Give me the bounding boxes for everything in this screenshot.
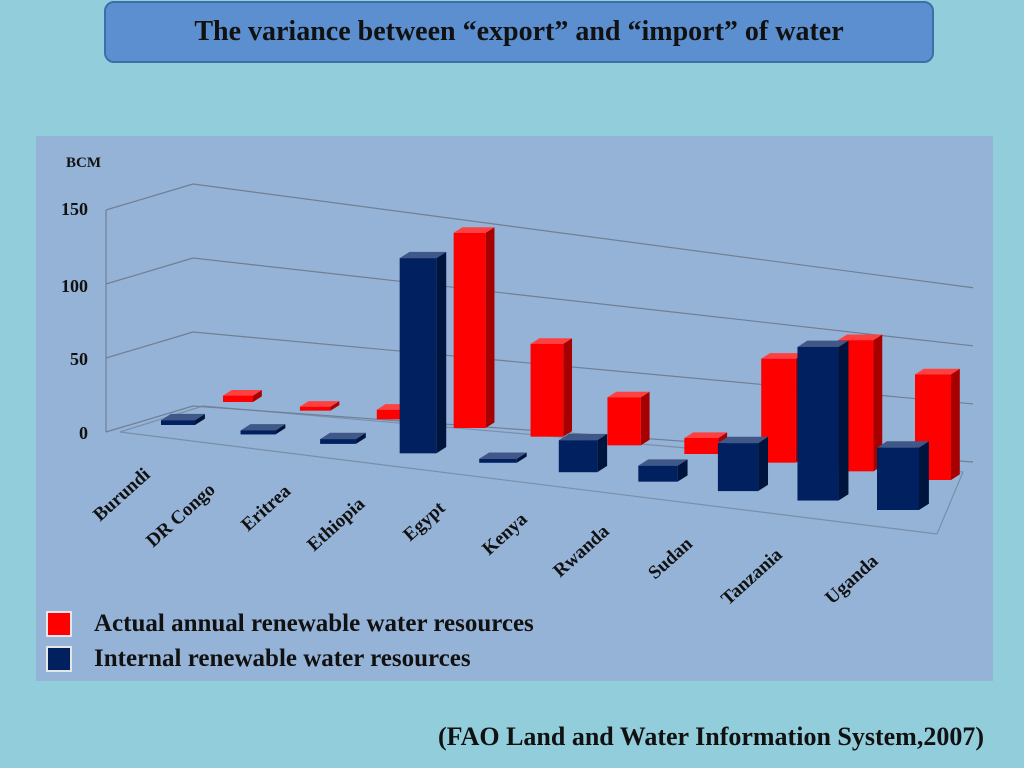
bar-internal (161, 420, 195, 425)
bar-internal (717, 443, 759, 492)
bar-actual-side (563, 338, 573, 437)
y-tick-label: 0 (79, 423, 88, 443)
bar-actual-top (607, 391, 650, 398)
y-tick-label: 50 (70, 349, 88, 369)
y-tick-label: 100 (61, 276, 88, 296)
bar-actual-side (485, 227, 495, 428)
bar-internal-side (195, 413, 205, 425)
legend-label-actual: Actual annual renewable water resources (94, 609, 534, 637)
x-tick-label: Eritrea (237, 480, 295, 535)
bar-internal (320, 439, 356, 444)
bar-internal-side (275, 424, 286, 435)
bar-actual (453, 232, 486, 428)
x-tick-label: Tanzania (717, 544, 787, 610)
x-tick-label: Burundi (89, 464, 154, 526)
x-tick-label: Ethiopia (303, 493, 369, 556)
bar-internal-side (758, 436, 769, 492)
y-axis-label: BCM (66, 155, 101, 171)
bar-actual-top (838, 334, 883, 341)
gridline-back (192, 183, 974, 289)
bar-actual (530, 343, 564, 437)
bar-actual-side (253, 390, 262, 402)
bar-internal-top (717, 436, 769, 444)
bar-internal-top (320, 432, 366, 440)
gridline-back (192, 257, 974, 347)
x-tick-label: DR Congo (142, 479, 219, 551)
bar-actual (299, 406, 331, 411)
x-tick-label: Egypt (399, 497, 450, 546)
bar-internal-side (838, 340, 849, 501)
x-tick-label: Uganda (821, 550, 883, 608)
bar-actual-top (684, 432, 728, 438)
bar-actual-top (915, 368, 960, 375)
gridline-left (105, 257, 194, 285)
bar-internal-top (399, 251, 447, 259)
bar-internal-top (558, 433, 608, 441)
gridline-left (105, 183, 194, 211)
bar-actual-top (223, 390, 262, 396)
x-tick-label: Rwanda (549, 521, 614, 582)
bar-internal-top (479, 452, 527, 459)
bar-internal (638, 465, 678, 482)
slide-title: The variance between “export” and “impor… (194, 16, 844, 47)
bar-internal (399, 258, 437, 454)
bar-actual-side (951, 368, 960, 480)
bar-actual-top (453, 227, 495, 233)
bar-internal (240, 430, 276, 435)
source-citation: (FAO Land and Water Information System,2… (437, 722, 984, 751)
x-tick-label: Sudan (644, 533, 697, 584)
bar-internal-side (436, 251, 447, 454)
bar-internal (558, 440, 598, 473)
bar-internal-top (240, 424, 286, 431)
legend-item-internal: Internal renewable water resources (46, 641, 534, 676)
bar-internal-side (677, 459, 688, 482)
bar-actual-top (299, 401, 340, 407)
y-tick-label: 150 (61, 199, 88, 219)
legend: Actual annual renewable water resources … (46, 606, 534, 676)
bar-actual (376, 409, 409, 420)
bar-internal (479, 458, 517, 463)
gridline-left (105, 405, 194, 433)
legend-label-internal: Internal renewable water resources (94, 644, 471, 672)
bar-internal-top (877, 441, 929, 448)
bar-actual (684, 438, 719, 454)
bar-actual (607, 397, 641, 446)
bar-internal (797, 346, 839, 501)
bar-internal-side (919, 441, 929, 510)
bar-internal-top (638, 459, 688, 466)
bar-internal-top (161, 413, 205, 421)
bar-internal-top (797, 340, 849, 347)
bar-actual-side (640, 391, 650, 446)
bar-actual-top (761, 353, 805, 359)
bar-internal-side (516, 452, 527, 463)
title-banner: The variance between “export” and “impor… (104, 1, 934, 63)
legend-swatch-actual (46, 610, 72, 637)
bar-actual-top (530, 338, 573, 344)
x-tick-label: Kenya (478, 508, 532, 559)
legend-item-actual: Actual annual renewable water resources (46, 606, 534, 641)
bar-internal-side (355, 432, 366, 444)
gridline-left (105, 331, 194, 359)
bar-internal (877, 447, 919, 510)
bar-actual-side (873, 334, 883, 472)
legend-swatch-internal (46, 645, 72, 672)
bar-actual (223, 395, 253, 402)
bar-internal-side (597, 433, 608, 473)
bar-actual-side (330, 401, 340, 411)
